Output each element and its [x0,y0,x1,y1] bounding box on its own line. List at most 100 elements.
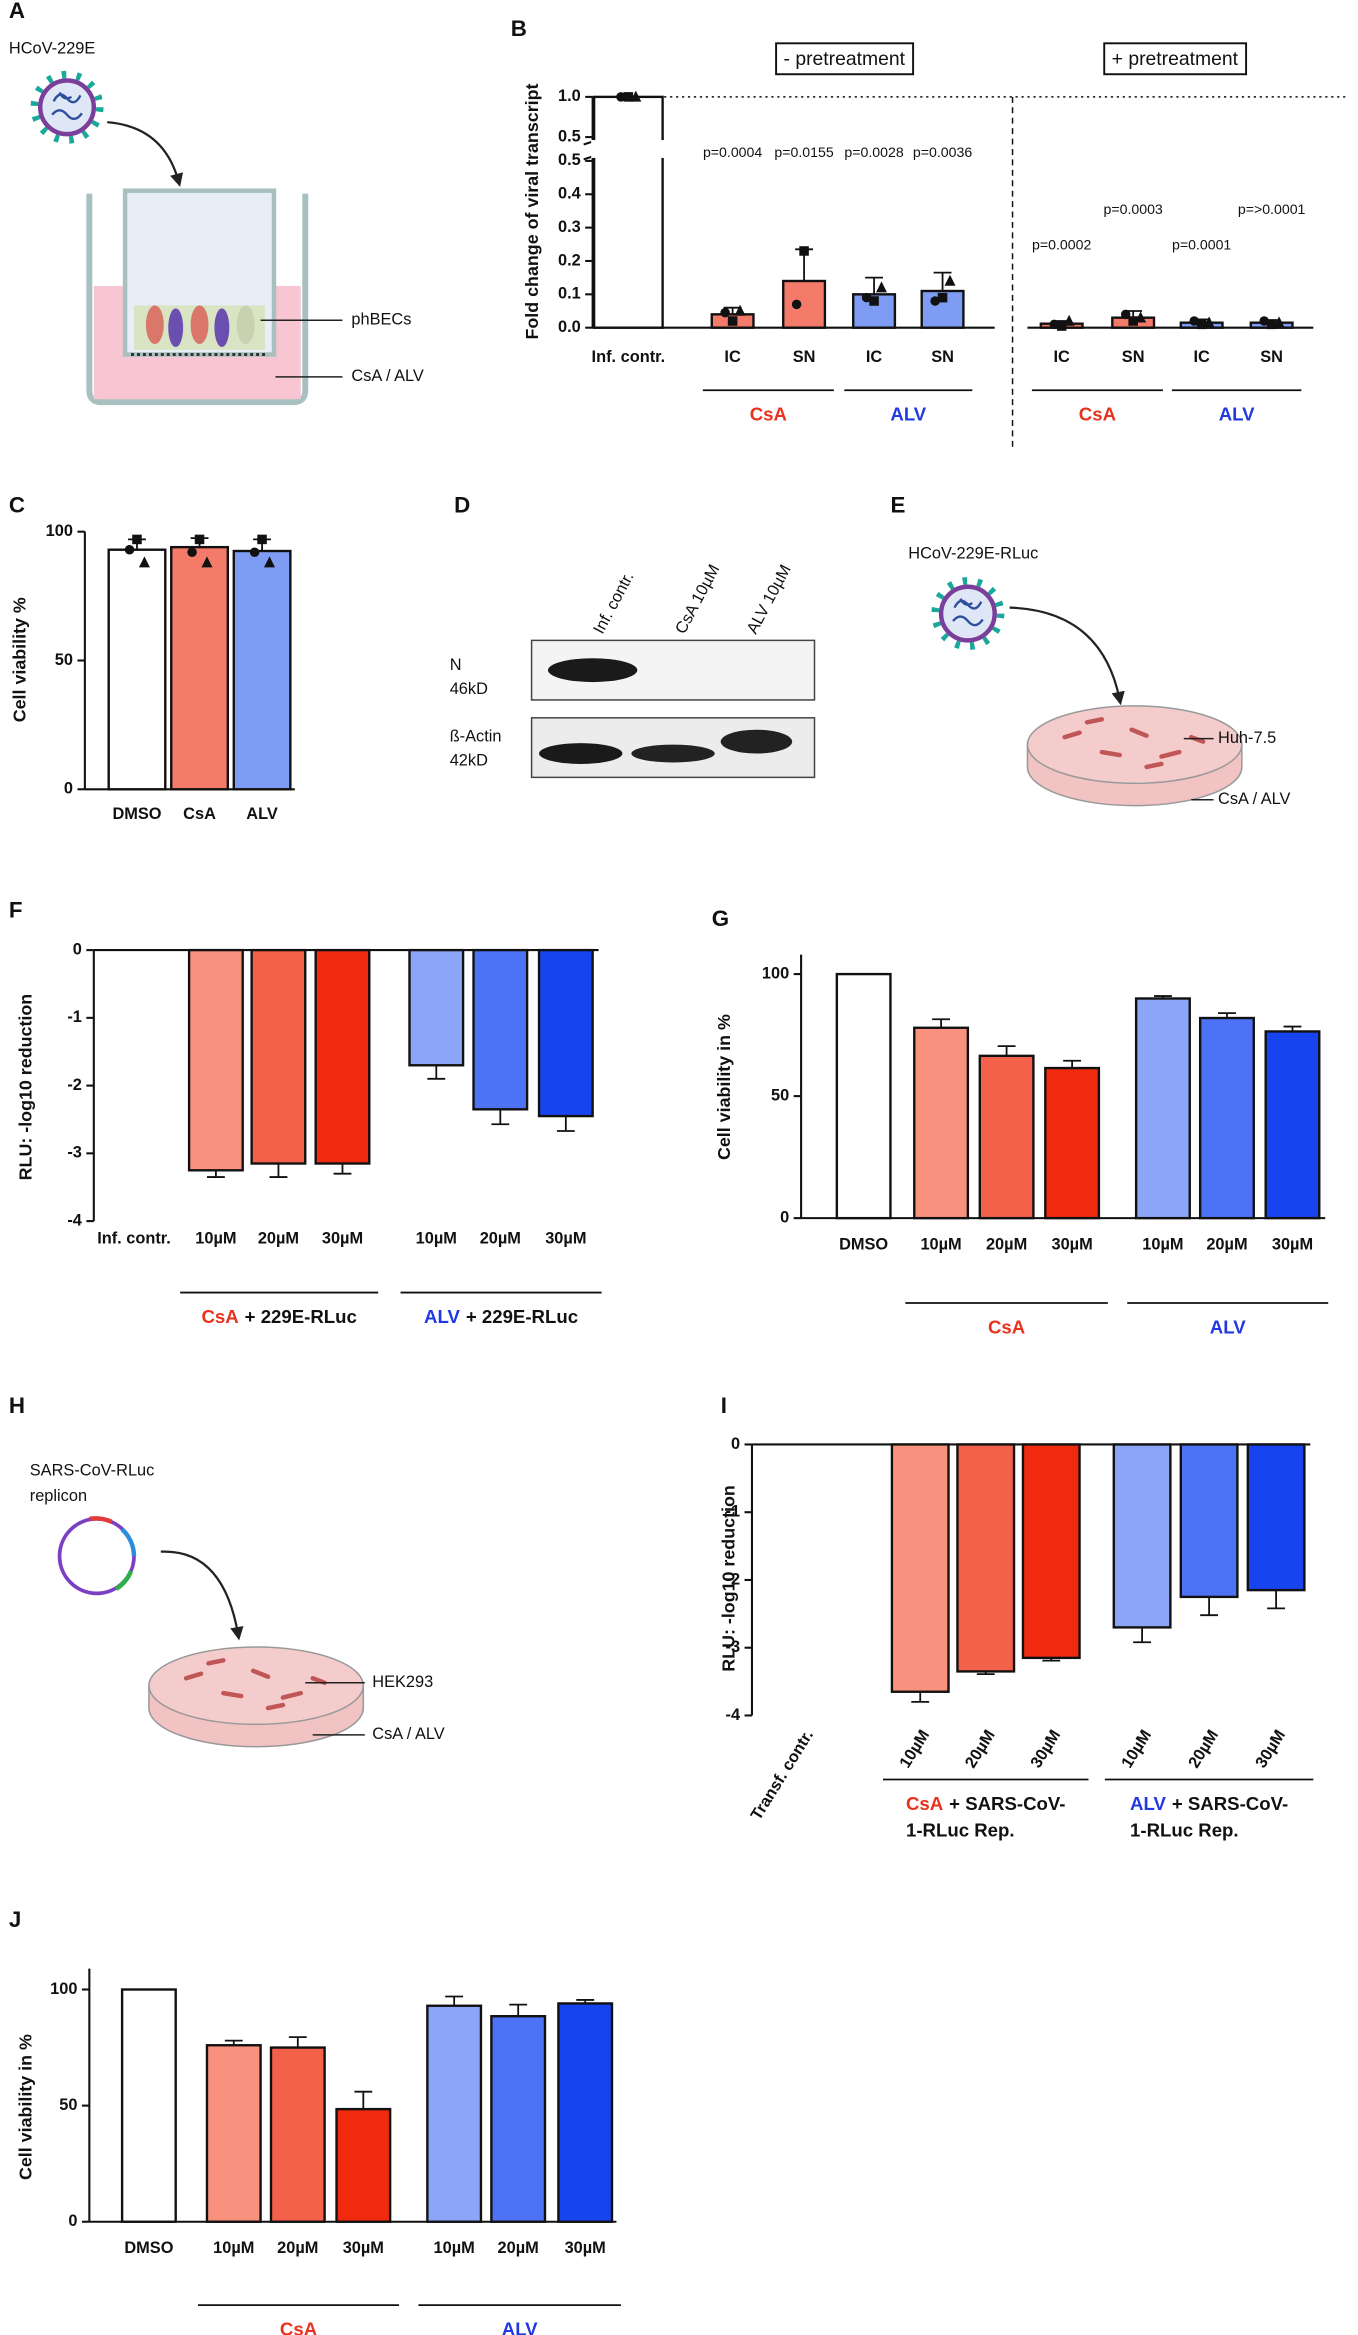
x-tick-label: 20µM [258,1229,299,1247]
bar [472,948,529,1111]
error-bar [1154,995,1172,999]
bar [782,279,827,329]
band [547,658,638,683]
data-point [1120,309,1131,320]
data-point [249,547,260,558]
y-tick-label: -3 [67,1144,82,1162]
y-tick-label: -1 [726,1503,741,1521]
panel-label: A [9,0,25,23]
bar [956,1443,1016,1673]
error-bar [1063,1059,1082,1069]
error-bar [269,1163,288,1178]
virus-icon [34,75,100,141]
bar [120,1988,177,2223]
group-label: CsA [750,403,787,424]
size-label: 46kD [450,680,488,698]
virus-label: HCoV-229E [9,40,95,58]
diagram-a: HCoV-229E phBECs CsA / ALV [9,40,424,406]
x-tick-label: 20µM [1206,1235,1247,1253]
x-tick-label: IC [1193,348,1210,366]
group-name: ALV [1210,1316,1246,1337]
y-axis-label: Fold change of viral transcript [522,83,542,339]
error-bar [427,1065,446,1080]
x-tick-label: 30µM [1272,1235,1313,1253]
x-tick-label: SN [793,348,816,366]
bar [187,948,244,1172]
plasmid-segment [88,1516,113,1524]
x-tick-label: 20µM [1185,1727,1222,1772]
arrow [107,121,184,187]
x-tick-label: 30µM [1027,1727,1064,1772]
x-tick-label: IC [724,348,741,366]
group-text: 1-RLuc Rep. [906,1820,1015,1841]
group-text: + SARS-CoV- [1172,1793,1288,1814]
bar [250,948,307,1165]
x-tick-label: Transf. contr. [747,1727,817,1824]
error-bar [911,1691,930,1703]
diagram-e: HCoV-229E-RLuc Huh-7.5 CsA / ALV [908,544,1290,808]
x-tick-label: 30µM [1252,1727,1289,1772]
data-point [1259,316,1269,326]
error-bar [1133,1627,1152,1644]
data-point [264,556,276,568]
cell [214,308,230,348]
y-tick-label: 50 [55,651,73,669]
p-value: p=0.0002 [1032,237,1091,253]
group-label: CsA [280,2318,317,2335]
cells-label: phBECs [351,311,411,329]
group-name: CsA [906,1793,943,1814]
error-bar [1218,1012,1236,1019]
well [86,193,309,406]
y-tick-label: -4 [67,1211,82,1229]
group-text: + 229E-RLuc [466,1306,578,1327]
error-bar [723,306,742,315]
bar [913,1026,970,1220]
x-tick-label: 10µM [213,2239,254,2257]
bar [1134,997,1191,1220]
construct-label: replicon [30,1487,87,1505]
bar [205,2044,262,2223]
cell [168,308,184,348]
data-point [944,274,956,286]
error-bar [509,2003,528,2017]
group-name: CsA [1079,403,1116,424]
bar [1044,1066,1101,1220]
size-label: 42kD [450,751,488,769]
panel-label: C [9,492,25,517]
panel-label: B [511,16,527,41]
x-tick-label: SN [931,348,954,366]
group-label: ALV [502,2318,538,2335]
y-tick-label: 0.0 [558,318,581,336]
error-bar [997,1045,1016,1056]
drug-label: CsA / ALV [351,367,424,385]
error-bar [976,1671,995,1676]
y-tick-label: 0.3 [558,218,581,236]
group-name: CsA [988,1316,1025,1337]
group-label: ALV + SARS-CoV- [1130,1793,1288,1814]
panel-label: I [721,1393,727,1418]
bar [592,95,664,329]
bar [890,1443,950,1693]
error-bar [206,1170,225,1178]
error-bar [932,1018,951,1028]
group-name: CsA [280,2318,317,2335]
y-tick-label: -4 [726,1706,741,1724]
x-tick-label: 10µM [1142,1235,1183,1253]
lane-label: Inf. contr. [590,569,637,637]
data-point [194,534,205,545]
data-point [1135,311,1147,323]
y-tick-label: 0 [68,2212,77,2230]
x-tick-label: DMSO [112,805,161,823]
group-text: 1-RLuc Rep. [1130,1820,1239,1841]
y-axis-label: Cell viability in % [16,2034,36,2180]
cell [190,305,209,345]
error-bar [333,1163,352,1175]
data-point [1056,321,1067,331]
bar [314,948,371,1165]
data-point [1203,316,1215,328]
y-axis-label: Cell viability % [10,597,30,722]
group-name: CsA [201,1306,238,1327]
data-point [1049,319,1060,330]
y-tick-label: 0 [64,780,73,798]
